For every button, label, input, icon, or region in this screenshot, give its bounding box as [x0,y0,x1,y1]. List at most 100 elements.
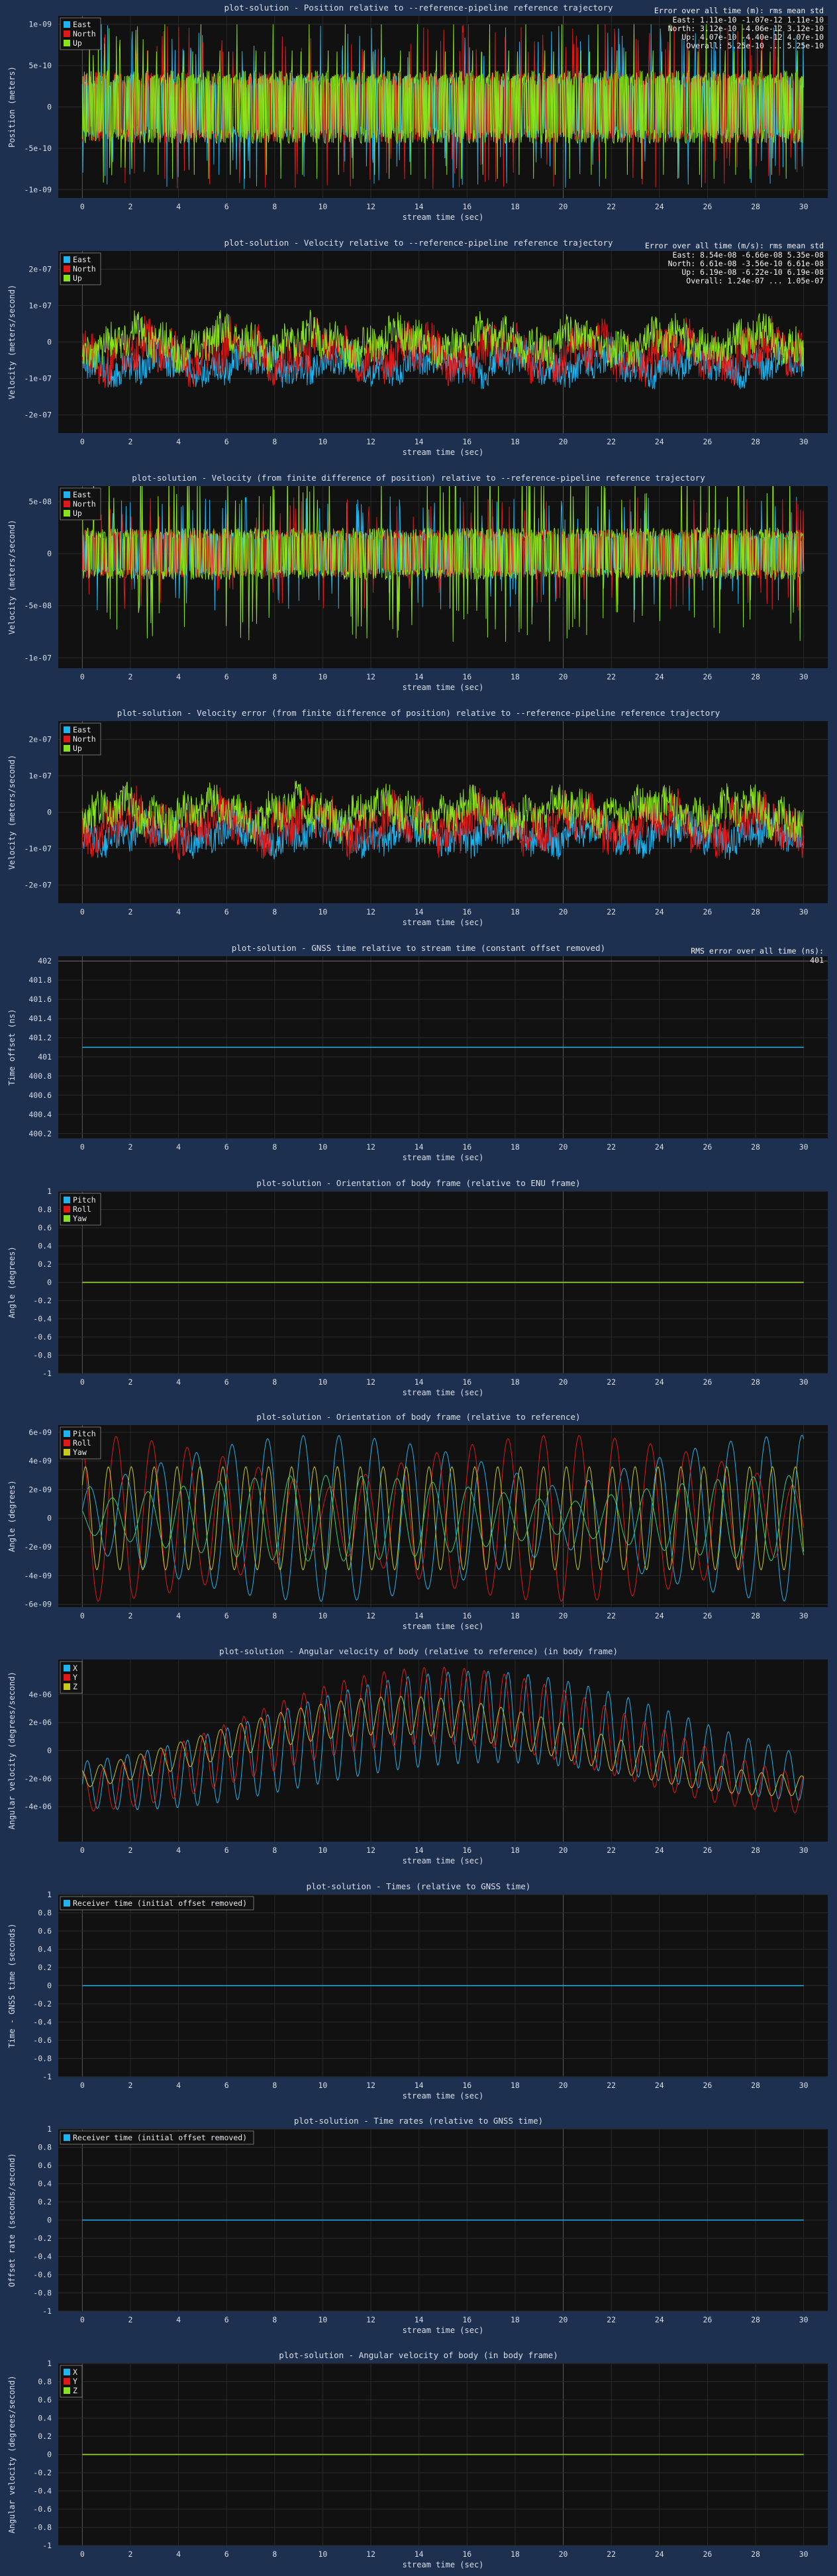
x-tick-label: 14 [415,202,424,211]
legend-swatch [64,745,70,752]
y-tick-label: -1 [42,2306,52,2316]
legend-entry: North [73,29,96,38]
x-tick-label: 30 [799,1611,809,1620]
x-tick-label: 30 [799,437,809,446]
x-tick-label: 2 [128,1846,132,1855]
y-tick-label: 400.6 [28,1091,52,1100]
x-tick-label: 8 [272,672,277,681]
y-tick-label: -2e-07 [24,881,52,890]
legend-swatch [64,1449,70,1456]
legend-swatch [64,1674,70,1681]
y-axis-label: Angular velocity (degrees/second) [7,2375,17,2533]
x-tick-label: 10 [319,907,328,916]
x-tick-label: 18 [511,2081,520,2090]
x-tick-label: 24 [655,2315,664,2324]
chart-svg-velocity: plot-solution - Velocity relative to --r… [0,235,837,464]
series-line-yaw [81,1465,805,1571]
legend-swatch [64,275,70,281]
y-tick-label: 0.6 [38,1223,52,1232]
series-line-unnamed [81,1475,805,1561]
x-tick-label: 18 [511,2550,520,2559]
legend-entry: X [73,2367,77,2377]
y-tick-label: -0.6 [33,2504,52,2514]
legend-entry: Up [73,744,82,753]
x-tick-label: 2 [128,1611,132,1620]
legend-swatch [64,2387,70,2394]
x-tick-label: 8 [272,437,277,446]
x-tick-label: 24 [655,1611,664,1620]
x-tick-label: 28 [751,437,760,446]
legend-swatch [64,501,70,507]
x-tick-label: 24 [655,1377,664,1387]
x-tick-label: 0 [80,1377,85,1387]
legend-entry: Z [73,2386,77,2395]
x-tick-label: 18 [511,907,520,916]
chart-panel-gnss-time: plot-solution - GNSS time relative to st… [0,940,837,1169]
x-tick-label: 2 [128,1142,132,1152]
legend-entry: East [73,255,91,264]
x-tick-label: 8 [272,1377,277,1387]
x-tick-label: 18 [511,672,520,681]
x-tick-label: 22 [607,1846,616,1855]
y-tick-label: -1 [42,2072,52,2081]
y-tick-label: 0.2 [38,2432,52,2441]
legend-entry: Pitch [73,1195,96,1205]
x-axis-label: stream time (sec) [403,2560,484,2569]
x-tick-label: 30 [799,1377,809,1387]
x-tick-label: 16 [462,2550,471,2559]
y-tick-label: 1 [47,1890,52,1899]
stats-row: North: 6.61e-08 -3.56e-10 6.61e-08 [668,259,824,268]
x-tick-label: 16 [462,202,471,211]
x-tick-label: 24 [655,1142,664,1152]
x-tick-label: 14 [415,1611,424,1620]
x-axis-label: stream time (sec) [403,1388,484,1397]
x-tick-label: 12 [366,672,375,681]
chart-title: plot-solution - Velocity error (from fin… [117,708,720,718]
y-axis-label: Angle (degrees) [7,1480,17,1552]
x-tick-label: 2 [128,437,132,446]
stats-row: East: 8.54e-08 -6.66e-08 5.35e-08 [673,250,824,260]
y-axis-label: Time offset (ns) [7,1009,17,1086]
y-tick-label: 0 [47,2450,52,2459]
chart-panel-orientation-enu: plot-solution - Orientation of body fram… [0,1175,837,1404]
x-tick-label: 4 [176,1611,181,1620]
stats-row: Overall: 5.25e-10 ... 5.25e-10 [686,41,824,50]
x-tick-label: 14 [415,2081,424,2090]
chart-title: plot-solution - Position relative to --r… [224,3,613,13]
y-tick-label: 2e-09 [28,1485,52,1494]
chart-panel-velocity: plot-solution - Velocity relative to --r… [0,235,837,464]
series-line-up [81,24,805,183]
x-tick-label: 28 [751,2315,760,2324]
y-tick-label: 2e-07 [28,265,52,274]
legend-swatch [64,491,70,498]
x-tick-label: 10 [319,1377,328,1387]
x-tick-label: 16 [462,672,471,681]
x-axis-label: stream time (sec) [403,2326,484,2335]
x-tick-label: 20 [559,2550,568,2559]
y-tick-label: -0.4 [33,2018,52,2027]
x-tick-label: 14 [415,2550,424,2559]
x-tick-label: 10 [319,1846,328,1855]
chart-panel-angular-velocity-ref: plot-solution - Angular velocity of body… [0,1644,837,1872]
y-tick-label: -0.8 [33,2523,52,2532]
x-tick-label: 20 [559,2315,568,2324]
y-axis-label: Position (meters) [7,66,17,148]
x-tick-label: 4 [176,2081,181,2090]
x-tick-label: 12 [366,1846,375,1855]
x-tick-label: 12 [366,202,375,211]
x-tick-label: 10 [319,2550,328,2559]
chart-panel-velocity-error-fd: plot-solution - Velocity error (from fin… [0,705,837,934]
y-tick-label: 1 [47,2359,52,2368]
x-tick-label: 0 [80,1611,85,1620]
x-axis-label: stream time (sec) [403,448,484,457]
y-tick-label: -4e-06 [24,1802,52,1811]
chart-title: plot-solution - Velocity (from finite di… [132,473,705,483]
x-tick-label: 22 [607,2315,616,2324]
x-tick-label: 22 [607,907,616,916]
y-tick-label: -0.8 [33,2289,52,2298]
x-tick-label: 16 [462,437,471,446]
chart-title: plot-solution - Orientation of body fram… [256,1178,580,1188]
chart-svg-orientation-ref: plot-solution - Orientation of body fram… [0,1409,837,1638]
x-tick-label: 6 [224,672,229,681]
x-tick-label: 2 [128,2315,132,2324]
